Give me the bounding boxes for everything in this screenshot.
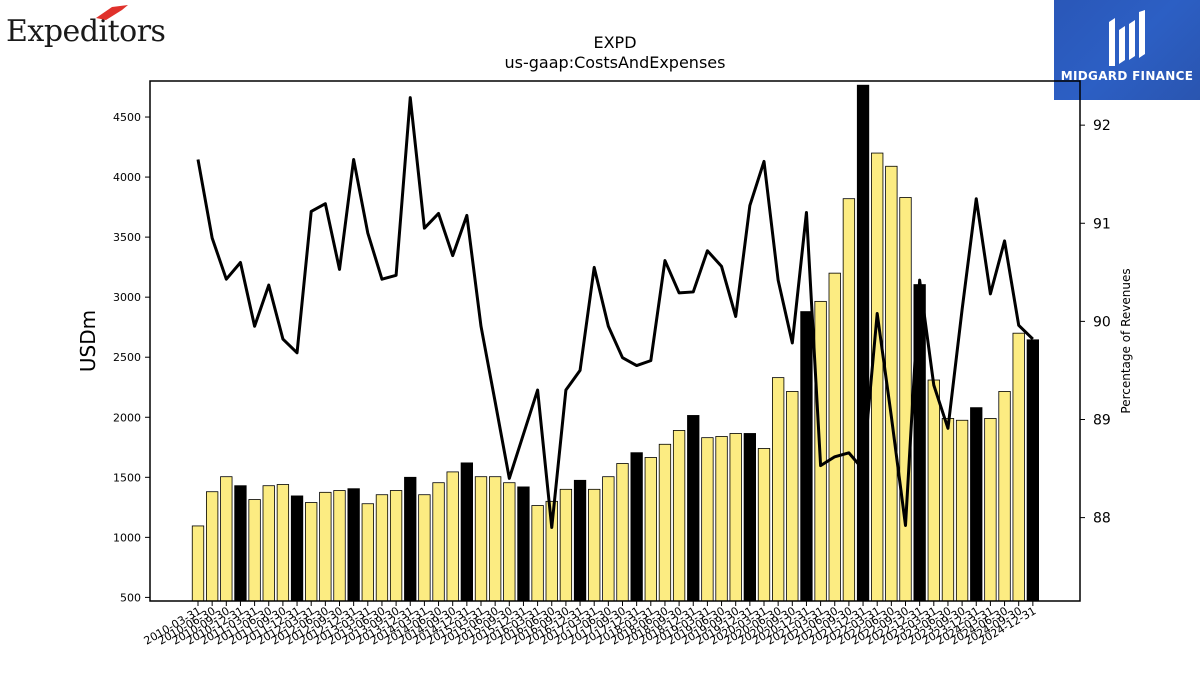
bar-2023-12-31 xyxy=(970,407,983,602)
y2-tick-label: 92 xyxy=(1093,118,1111,134)
y-tick-label: 1500 xyxy=(113,471,141,484)
bar-2010-06-30 xyxy=(205,491,219,602)
y2-tick-label: 91 xyxy=(1093,216,1111,232)
plot-frame xyxy=(149,80,1081,602)
expeditors-logo-text: Expeditors xyxy=(6,14,166,49)
bar-2011-03-31 xyxy=(248,499,261,602)
expeditors-logo: Expeditors xyxy=(4,4,166,52)
y-tick-label: 4500 xyxy=(113,111,141,124)
bar-2010-09-30 xyxy=(220,476,233,602)
chart-subtitle: us-gaap:CostsAndExpenses xyxy=(505,53,726,72)
bar-2015-03-31 xyxy=(474,476,488,602)
y2-tick-label: 88 xyxy=(1093,511,1111,527)
bar-2010-03-31 xyxy=(191,525,205,602)
bar-2017-09-30 xyxy=(616,463,629,602)
bar-2021-09-30 xyxy=(842,198,856,602)
midgard-finance-logo: MIDGARD FINANCE xyxy=(1054,0,1200,100)
bar-2021-06-30 xyxy=(828,272,841,602)
bar-2011-09-30 xyxy=(276,484,290,602)
chart-title: EXPD xyxy=(593,33,636,52)
bar-2014-12-31 xyxy=(460,462,474,602)
y-tick-label: 1000 xyxy=(113,531,141,544)
bar-2017-03-31 xyxy=(588,488,601,602)
bar-2013-03-31 xyxy=(361,503,374,602)
bar-2020-12-31 xyxy=(800,311,813,602)
bar-2016-03-31 xyxy=(531,505,544,602)
bar-2024-09-30 xyxy=(1012,332,1025,602)
bar-2014-06-30 xyxy=(432,482,445,602)
bar-2024-12-31 xyxy=(1026,339,1039,602)
x-axis: 2010-03-312010-06-302010-09-302010-12-31… xyxy=(142,601,1038,648)
y-axis-right: 88 89 90 91 92 xyxy=(1080,118,1111,527)
bar-2021-12-31 xyxy=(856,84,870,602)
bar-2016-12-31 xyxy=(573,479,587,602)
bar-2014-03-31 xyxy=(418,494,431,602)
y2-tick-label: 90 xyxy=(1093,314,1111,330)
y-axis-left: 500 1000 1500 2000 2500 3000 3500 4000 4500 xyxy=(113,111,150,604)
bar-2011-12-31 xyxy=(290,495,304,602)
bar-2019-09-30 xyxy=(729,433,742,602)
y-tick-label: 2500 xyxy=(113,351,141,364)
bar-2024-06-30 xyxy=(998,391,1011,602)
bar-2020-06-30 xyxy=(772,377,785,602)
bar-2024-03-31 xyxy=(984,418,997,602)
bar-2022-09-30 xyxy=(899,197,912,602)
bar-2019-03-31 xyxy=(701,437,714,602)
bar-2016-09-30 xyxy=(559,488,573,602)
midgard-finance-logo-text: MIDGARD FINANCE xyxy=(1060,69,1194,83)
bar-2015-06-30 xyxy=(488,476,502,602)
bar-2012-03-31 xyxy=(305,502,318,602)
bar-2015-09-30 xyxy=(503,482,516,602)
bar-2022-03-31 xyxy=(871,152,884,602)
y-axis-label-left: USDm xyxy=(76,310,100,372)
y-tick-label: 4000 xyxy=(113,171,141,184)
y-tick-label: 3500 xyxy=(113,231,141,244)
percentage-line-layer xyxy=(196,96,1034,529)
bar-2017-12-31 xyxy=(630,452,643,602)
bar-2018-06-30 xyxy=(658,443,672,602)
bar-2018-03-31 xyxy=(644,457,657,602)
bar-2023-09-30 xyxy=(955,419,969,602)
bar-2010-12-31 xyxy=(234,485,247,602)
y-axis-label-right: Percentage of Revenues xyxy=(1119,268,1133,413)
bar-2013-12-31 xyxy=(404,476,417,602)
bar-2013-06-30 xyxy=(375,494,389,602)
swoosh-icon xyxy=(96,5,128,20)
y-tick-label: 3000 xyxy=(113,291,141,304)
bar-2017-06-30 xyxy=(602,476,615,602)
bar-2023-06-30 xyxy=(941,418,955,602)
y-tick-label: 500 xyxy=(120,591,141,604)
percentage-of-revenues-line xyxy=(196,96,1034,529)
midgard-monogram-icon xyxy=(1109,10,1145,66)
bar-2019-06-30 xyxy=(715,436,728,602)
bar-2015-12-31 xyxy=(517,486,530,602)
bar-2011-06-30 xyxy=(262,485,275,602)
y2-tick-label: 89 xyxy=(1093,412,1111,428)
bar-2020-09-30 xyxy=(786,391,799,602)
bar-2019-12-31 xyxy=(743,433,756,602)
bar-2018-09-30 xyxy=(672,430,686,602)
bar-2020-03-31 xyxy=(757,448,771,602)
bar-2018-12-31 xyxy=(687,415,700,602)
bar-2023-03-31 xyxy=(927,379,940,602)
bar-2012-06-30 xyxy=(319,491,332,602)
bar-2013-09-30 xyxy=(389,490,403,602)
bar-2012-09-30 xyxy=(333,490,346,602)
bar-2012-12-31 xyxy=(347,488,360,602)
y-tick-label: 2000 xyxy=(113,411,141,424)
bar-2014-09-30 xyxy=(446,471,459,602)
